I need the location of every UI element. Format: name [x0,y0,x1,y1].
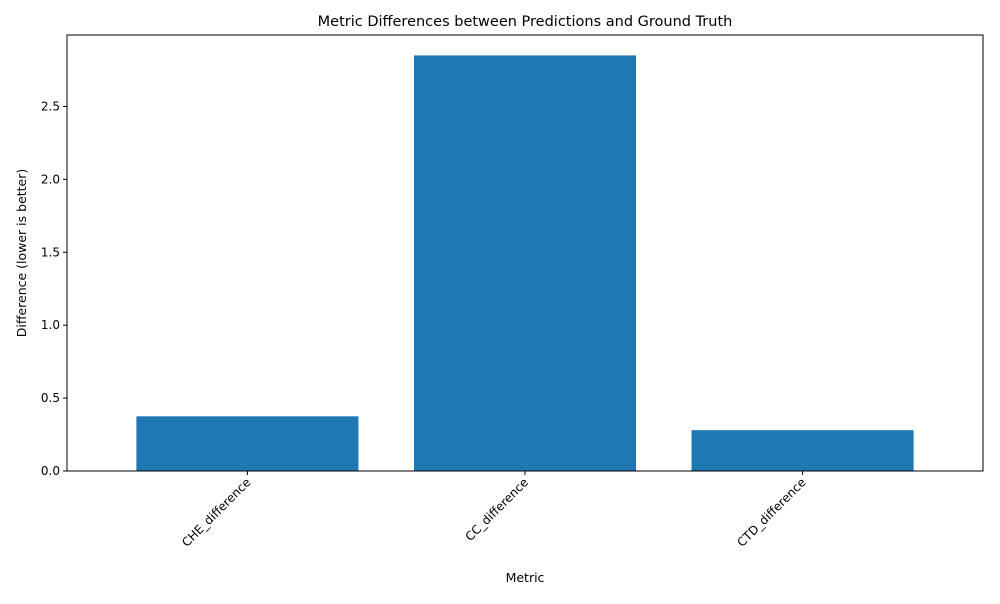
bars-layer [136,55,914,472]
y-axis-ticks: 0.0 0.5 1.0 1.5 2.0 2.5 [41,99,67,478]
y-tick-label: 0.0 [41,464,60,478]
plot-frame [66,34,984,472]
x-axis-label: Metric [506,570,545,585]
y-tick-label: 2.0 [41,172,60,186]
y-axis-label: Difference (lower is better) [14,169,29,338]
y-tick-label: 1.0 [41,318,60,332]
x-axis-ticks: CHE_difference CC_difference CTD_differenc… [179,471,809,550]
y-tick-label: 1.5 [41,245,60,259]
bar-ctd-difference [691,430,914,471]
x-tick-label: CTD_difference [734,475,808,549]
chart-title: Metric Differences between Predictions a… [318,14,733,30]
x-tick-label: CHE_difference [179,475,253,549]
bar-che-difference [136,416,359,471]
bar-cc-difference [413,55,637,472]
y-tick-label: 0.5 [41,391,60,405]
y-tick-label: 2.5 [41,99,60,113]
x-tick-label: CC_difference [463,475,532,544]
